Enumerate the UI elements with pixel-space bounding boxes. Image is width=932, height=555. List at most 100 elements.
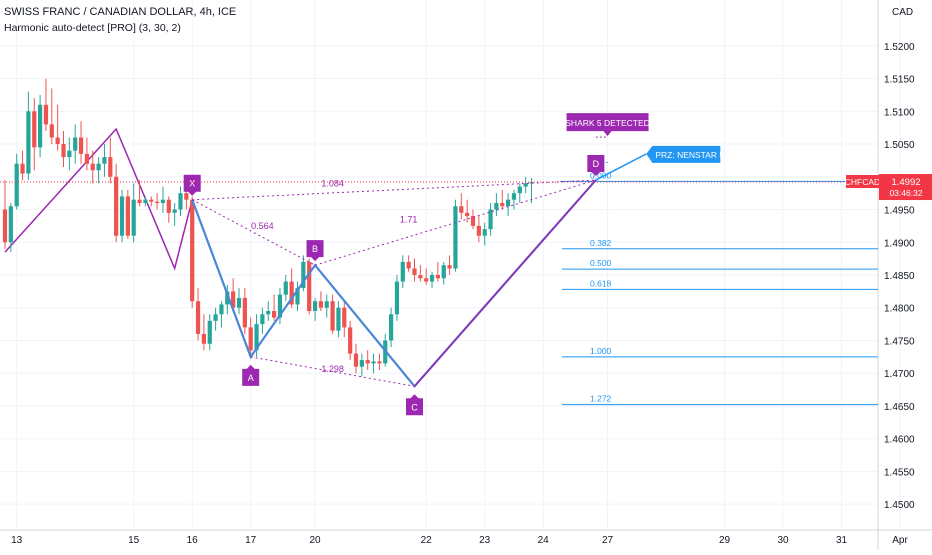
candle-body bbox=[511, 193, 517, 200]
symbol-title[interactable]: SWISS FRANC / CANADIAN DOLLAR, 4h, ICE bbox=[4, 6, 237, 18]
time-tick-label: 31 bbox=[836, 535, 848, 546]
candle-body bbox=[353, 353, 359, 367]
candle-body bbox=[441, 265, 446, 279]
candle-body bbox=[517, 186, 522, 194]
candle-body bbox=[207, 320, 212, 344]
ratio-label: 1.084 bbox=[321, 179, 344, 189]
candle-body bbox=[529, 182, 534, 184]
candle-body bbox=[272, 311, 277, 318]
candle-body bbox=[143, 199, 148, 203]
price-tick-label: 1.4500 bbox=[884, 500, 915, 511]
candle-body bbox=[435, 275, 440, 279]
candle-body bbox=[494, 202, 499, 210]
fib-levels: 0.000 0.382 0.500 0.618 1.000 1.272 bbox=[560, 170, 878, 406]
candle-body bbox=[242, 297, 247, 328]
candle-body bbox=[506, 199, 511, 207]
price-tick-label: 1.4950 bbox=[884, 206, 915, 217]
last-price-badge-bg bbox=[879, 174, 932, 201]
pivot-label-b: B bbox=[312, 244, 318, 254]
candle-body bbox=[476, 225, 481, 236]
pivot-marker-a bbox=[242, 364, 260, 386]
projection-line bbox=[595, 153, 647, 181]
candle-body bbox=[260, 314, 265, 325]
pivot-label-c: C bbox=[411, 402, 418, 412]
candle-body bbox=[236, 297, 242, 308]
candle-body bbox=[318, 301, 323, 308]
fib-label: 0.618 bbox=[590, 278, 612, 288]
prz-badge-bg bbox=[646, 145, 721, 163]
candle-body bbox=[348, 327, 353, 354]
candle-body bbox=[470, 216, 476, 226]
price-tick-label: 1.4600 bbox=[884, 435, 915, 446]
candle-body bbox=[102, 157, 107, 164]
price-tick-label: 1.4750 bbox=[884, 336, 915, 347]
time-tick-label: 13 bbox=[11, 535, 23, 546]
pivot-label-x: X bbox=[189, 179, 195, 189]
countdown-text: 03:46:32 bbox=[889, 188, 922, 198]
candle-body bbox=[283, 281, 288, 295]
price-tick-label: 1.4850 bbox=[884, 271, 915, 282]
price-tick-label: 1.5050 bbox=[884, 140, 915, 151]
pivot-marker-c bbox=[406, 394, 423, 416]
pivot-marker-x bbox=[183, 174, 201, 196]
candle-body bbox=[459, 206, 464, 213]
ratio-label: 1.298 bbox=[321, 364, 344, 374]
ratio-line bbox=[314, 179, 596, 266]
candle-body bbox=[406, 261, 411, 269]
price-tick-label: 1.5100 bbox=[884, 107, 915, 118]
candle-body bbox=[149, 199, 154, 202]
candle-body bbox=[377, 361, 382, 364]
candle-body bbox=[465, 212, 470, 217]
candle-body bbox=[114, 176, 119, 236]
candle-body bbox=[219, 304, 224, 315]
price-tick-label: 1.4650 bbox=[884, 402, 915, 413]
price-tick-label: 1.4800 bbox=[884, 304, 915, 315]
price-tick-label: 1.4900 bbox=[884, 238, 915, 249]
pattern-legs bbox=[191, 179, 597, 389]
detected-badge-bg bbox=[566, 113, 649, 137]
candle-body bbox=[336, 307, 341, 331]
prz-text: PRZ: NENSTAR 5 bbox=[655, 150, 724, 160]
candle-body bbox=[155, 201, 160, 203]
candle-body bbox=[312, 301, 318, 312]
harmonic-pattern: 0.564 1.71 1.084 1.298 X A B C D bbox=[183, 155, 605, 416]
candle-body bbox=[424, 278, 429, 282]
detected-badge: SHARK 5 DETECTED bbox=[565, 113, 650, 137]
candle-body bbox=[125, 196, 130, 236]
candle-body bbox=[131, 199, 136, 236]
candle-body bbox=[295, 288, 300, 305]
price-tick-label: 1.5150 bbox=[884, 75, 915, 86]
last-price-text: 1.4992 bbox=[891, 177, 920, 188]
candle-body bbox=[301, 261, 306, 289]
ratio-label: 1.71 bbox=[400, 215, 418, 225]
candle-body bbox=[160, 199, 166, 203]
time-tick-label: 29 bbox=[719, 535, 731, 546]
candle-body bbox=[342, 307, 347, 328]
candle-body bbox=[453, 206, 458, 269]
symbol-badge: CHFCAD bbox=[845, 175, 880, 189]
time-tick-label: Apr bbox=[892, 535, 908, 546]
candle-body bbox=[26, 111, 31, 174]
candle-body bbox=[289, 281, 294, 305]
price-axis: CAD1.52001.51501.51001.50501.50001.49501… bbox=[884, 7, 915, 511]
time-tick-label: 24 bbox=[538, 535, 550, 546]
candle-body bbox=[96, 163, 101, 171]
candle-body bbox=[166, 199, 171, 213]
symbol-badge-text: CHFCAD bbox=[845, 177, 880, 187]
candle-body bbox=[307, 261, 312, 312]
time-tick-label: 16 bbox=[187, 535, 199, 546]
price-tick-label: 1.4550 bbox=[884, 467, 915, 478]
candle-body bbox=[248, 327, 253, 351]
candle-body bbox=[38, 104, 43, 148]
candle-body bbox=[359, 360, 364, 367]
indicator-legend[interactable]: Harmonic auto-detect [PRO] (3, 30, 2) bbox=[4, 22, 181, 34]
time-axis: 13 15 16 17 20 22 23 24 27 29 30 31 Apr bbox=[11, 535, 908, 546]
candle-body bbox=[67, 150, 72, 158]
candle-body bbox=[429, 275, 435, 282]
pivot-marker-d bbox=[587, 155, 605, 177]
candle-body bbox=[389, 314, 394, 341]
candle-body bbox=[195, 301, 201, 334]
